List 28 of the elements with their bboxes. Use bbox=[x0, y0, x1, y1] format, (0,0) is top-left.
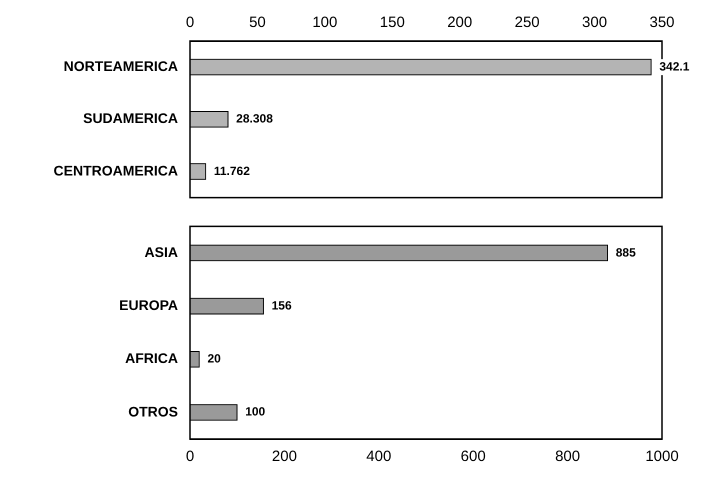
y-tick-label: SUDAMERICA bbox=[83, 110, 178, 126]
x-tick-label: 150 bbox=[380, 14, 405, 32]
data-label: 28.308 bbox=[236, 112, 274, 126]
data-label: 100 bbox=[245, 404, 266, 419]
x-tick-label: 1000 bbox=[645, 448, 679, 466]
y-tick-label: NORTEAMERICA bbox=[64, 58, 178, 74]
x-tick-label: 400 bbox=[366, 448, 392, 466]
x-tick-label: 350 bbox=[649, 14, 675, 32]
y-tick-label: EUROPA bbox=[119, 296, 178, 313]
y-tick-label: CENTROAMERICA bbox=[54, 162, 178, 178]
x-tick-label: 0 bbox=[186, 14, 194, 32]
y-tick-label: OTROS bbox=[128, 403, 178, 420]
data-label: 342.1 bbox=[659, 59, 690, 74]
x-tick-label: 0 bbox=[186, 448, 194, 466]
y-tick-label: AFRICA bbox=[125, 350, 178, 366]
x-tick-label: 50 bbox=[249, 14, 266, 32]
x-tick-label: 300 bbox=[582, 14, 608, 32]
x-tick-label: 200 bbox=[447, 14, 472, 32]
data-label: 11.762 bbox=[214, 164, 250, 178]
x-tick-label: 800 bbox=[555, 448, 580, 466]
x-tick-label: 200 bbox=[272, 448, 297, 466]
y-tick-label: ASIA bbox=[144, 244, 178, 260]
x-tick-label: 100 bbox=[312, 14, 338, 32]
x-tick-label: 250 bbox=[514, 14, 540, 32]
data-label: 885 bbox=[616, 245, 636, 260]
x-tick-label: 600 bbox=[460, 448, 486, 466]
data-label: 156 bbox=[272, 298, 292, 312]
data-label: 20 bbox=[207, 352, 222, 366]
